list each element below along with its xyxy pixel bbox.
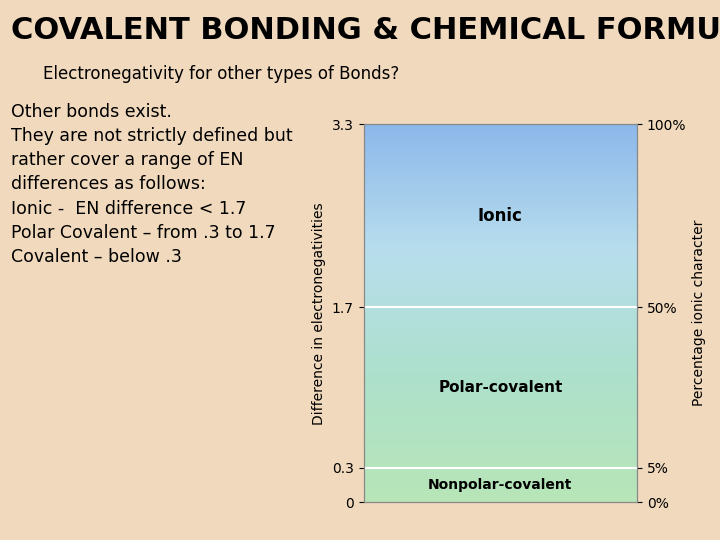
Y-axis label: Difference in electronegativities: Difference in electronegativities (312, 202, 326, 424)
Text: Polar-covalent: Polar-covalent (438, 380, 562, 395)
Text: Electronegativity for other types of Bonds?: Electronegativity for other types of Bon… (43, 65, 400, 83)
Y-axis label: Percentage ionic character: Percentage ionic character (692, 220, 706, 407)
Text: Other bonds exist.
They are not strictly defined but
rather cover a range of EN
: Other bonds exist. They are not strictly… (11, 103, 292, 266)
Text: Nonpolar-covalent: Nonpolar-covalent (428, 478, 572, 492)
Text: Ionic: Ionic (478, 207, 523, 225)
Text: COVALENT BONDING & CHEMICAL FORMULA: COVALENT BONDING & CHEMICAL FORMULA (11, 16, 720, 45)
